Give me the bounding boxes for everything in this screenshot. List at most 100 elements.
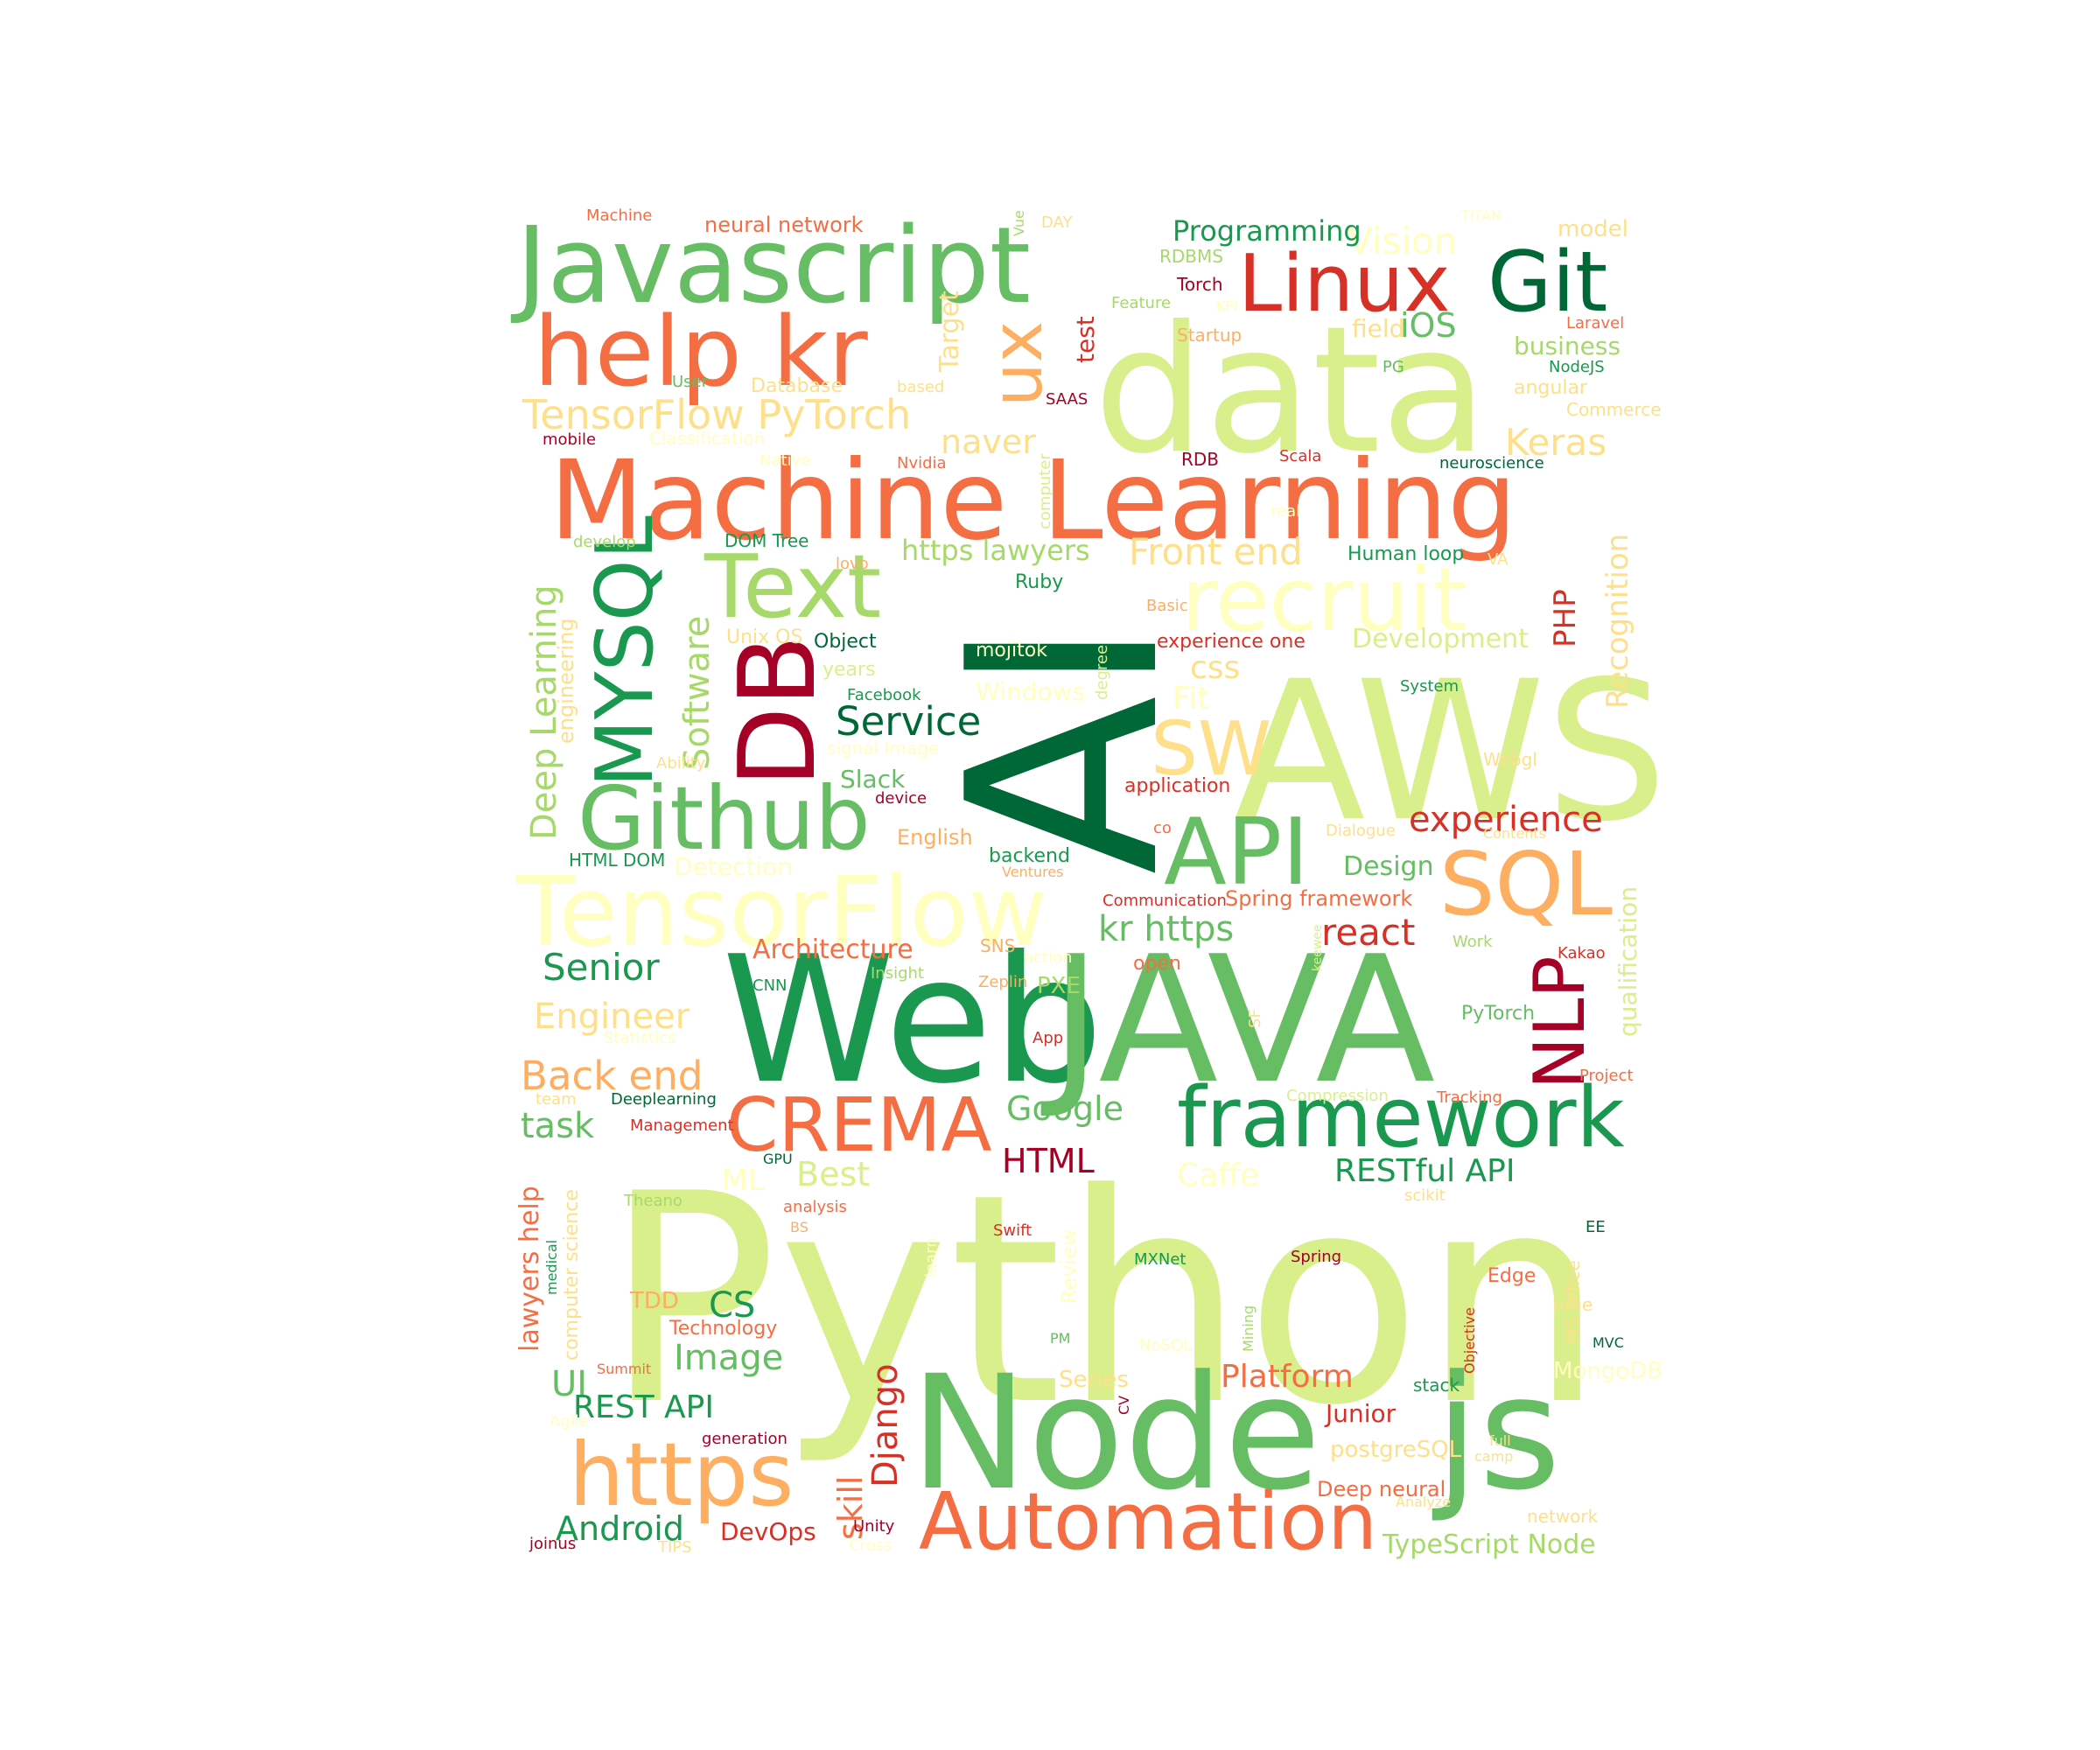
word-deep-neural: Deep neural [1317,1477,1446,1502]
word-agile: Agile [550,1412,589,1431]
word-co: co [1153,819,1172,837]
word-image: Image [674,1338,783,1378]
word-analysis: analysis [783,1198,847,1216]
word-ai: AI [912,618,1217,875]
word-gpu: GPU [763,1151,793,1167]
word-degree: degree [1093,645,1111,700]
word-rest-api: REST API [573,1390,714,1425]
word-scala: Scala [1279,447,1321,466]
word-tensorflow: TensorFlow [515,856,1047,968]
word-framework: framework [1177,1070,1625,1166]
word-mvc: MVC [1592,1334,1624,1351]
word-human-loop: Human loop [1348,543,1464,565]
word-ml: ML [722,1163,764,1198]
word-statistics: Statistics [604,1029,676,1047]
word-mining: Mining [1240,1306,1256,1352]
word-experience-one: experience one [1157,631,1306,653]
word-deep-learning: Deep Learning [524,584,564,840]
word-ability: Ability [656,754,706,773]
word-application: application [1124,775,1230,797]
word-user: User [672,373,709,391]
word-pxe: PXE [1037,973,1081,999]
word-api: API [1164,799,1309,906]
word-contents: Contents [1483,825,1546,842]
word-task: task [521,1106,595,1146]
word-titan: TITAN [1460,207,1502,224]
word-ux: ux [976,321,1058,407]
word-learn: learn [922,1237,941,1278]
word-insight: Insight [871,964,924,983]
word-tracking: Tracking [1436,1088,1502,1107]
word-medical: medical [543,1240,560,1295]
word-aws: AWS [1234,640,1668,864]
word-fit: Fit [1172,681,1209,717]
word-node: Node [910,1342,1321,1525]
word-ruby: Ruby [1015,571,1063,593]
word-cv: CV [1116,1396,1132,1415]
word-android: Android [556,1509,684,1548]
word-full: full [1489,1432,1511,1449]
word-windows: Windows [976,677,1085,706]
word-https-lawyers: https lawyers [901,534,1090,567]
word-html-dom: HTML DOM [569,850,665,871]
word-design: Design [1343,851,1434,882]
word-engineer: Engineer [534,997,690,1037]
word-database: Database [751,375,843,397]
word-bs: BS [790,1219,808,1236]
word-development: Development [1352,624,1529,654]
word-lovo: lovo [836,555,869,573]
word-help-kr: help kr [534,296,868,408]
word-unix-os: Unix OS [726,626,802,648]
word-spring: Spring [1291,1248,1341,1266]
word-devops: DevOps [720,1517,816,1546]
word-naver: naver [941,423,1036,461]
word-text: Text [704,536,881,638]
word-skill: skill [831,1476,870,1540]
word-software: Software [677,616,718,770]
word-classification: Classification [649,428,765,449]
word-test: test [1071,316,1100,363]
word-db: DB [718,634,839,788]
word-compression: Compression [1286,1087,1389,1105]
word-technology: Technology [668,1318,777,1340]
word-review: Review [1057,1228,1082,1304]
word-cnn: CNN [752,976,788,995]
word-neural-network: neural network [704,213,864,237]
word-cross: Cross [849,1536,892,1555]
word-ventures: Ventures [1002,864,1064,880]
word-laravel: Laravel [1566,314,1624,332]
word-zeplin: Zeplin [978,973,1027,991]
word-junior: Junior [1324,1399,1396,1428]
word-crema: CREMA [726,1082,992,1169]
word-stack: stack [1413,1375,1460,1396]
word-detection: Detection [674,852,793,881]
word-ms-office: MS Office [1563,1260,1584,1343]
word-mxnet: MXNet [1134,1250,1186,1269]
word-pm: PM [1050,1330,1070,1347]
word-postgresql: postgreSQL [1330,1437,1462,1463]
word-nvidia: Nvidia [897,454,947,472]
word-facebook: Facebook [847,686,921,704]
word-target: Target [934,290,965,373]
word-real: real [1270,502,1300,521]
word-mysql: MYSQL [579,515,671,788]
word-google: Google [1006,1089,1124,1128]
word-theano: Theano [623,1192,682,1210]
word-sql: SQL [1439,833,1613,935]
word-sns: SNS [980,935,1015,956]
word-html: HTML [1002,1142,1095,1180]
word-sf: SF [1246,1009,1264,1028]
word-lawyers-help: lawyers help [514,1186,545,1352]
word-saas: SAAS [1046,390,1088,409]
word-computer: computer [1036,453,1054,529]
word-open: open [1133,953,1181,975]
word-project: Project [1579,1067,1634,1085]
word-team: team [536,1090,577,1109]
word-time: time [1553,1294,1592,1315]
word-restful-api: RESTful API [1334,1153,1516,1189]
word-tdd: TDD [629,1288,679,1314]
word-summit: Summit [597,1361,651,1377]
word-native: Native [760,452,810,470]
word-pg: PG [1382,358,1404,376]
